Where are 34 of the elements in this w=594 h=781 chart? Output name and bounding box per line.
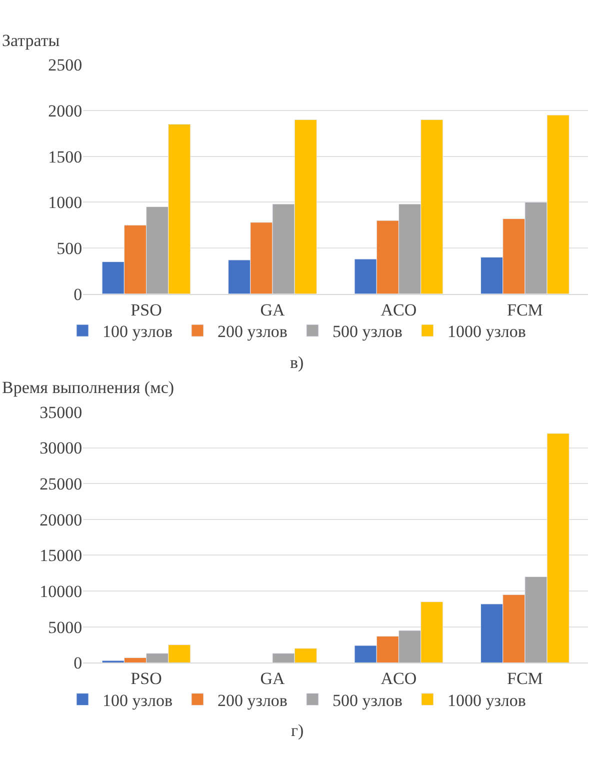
text: в) <box>290 353 304 372</box>
y-tick-label: 20000 <box>40 510 82 530</box>
x-tick-label: FCM <box>506 669 543 688</box>
x-tick-label: ACO <box>380 300 417 320</box>
y-tick-label: 0 <box>74 654 82 673</box>
y-tick-label: 30000 <box>40 438 82 458</box>
y-tick-label: 35000 <box>40 402 82 422</box>
y-tick-label: 15000 <box>40 546 82 566</box>
y-tick-label: 10000 <box>40 582 82 602</box>
x-tick-label: GA <box>260 300 286 320</box>
legend-label: 100 узлов <box>102 322 172 342</box>
y-tick-label: 2000 <box>48 101 82 120</box>
y-tick-label: 1000 <box>48 193 82 212</box>
legend-label: 500 узлов <box>332 322 402 342</box>
y-tick-label: 2500 <box>48 56 82 75</box>
text: г) <box>291 721 304 740</box>
legend-label: 500 узлов <box>332 690 402 710</box>
y-axis-title: Время выполнения (мс) <box>2 378 174 397</box>
legend-label: 1000 узлов <box>447 322 526 342</box>
x-tick-label: GA <box>260 669 286 688</box>
legend-label: 200 узлов <box>217 322 288 342</box>
y-tick-label: 500 <box>56 238 82 258</box>
x-tick-label: ACO <box>380 669 417 688</box>
legend-label: 200 узлов <box>217 690 288 710</box>
y-tick-label: 0 <box>74 284 82 304</box>
legend-label: 1000 узлов <box>447 690 526 710</box>
x-tick-label: PSO <box>130 669 162 688</box>
x-tick-label: FCM <box>506 300 543 320</box>
y-tick-label: 25000 <box>40 474 82 494</box>
x-tick-label: PSO <box>130 300 162 320</box>
y-tick-label: 1500 <box>48 147 82 166</box>
y-axis-title: Затраты <box>2 31 60 50</box>
y-tick-label: 5000 <box>48 618 82 637</box>
legend-label: 100 узлов <box>102 690 172 710</box>
